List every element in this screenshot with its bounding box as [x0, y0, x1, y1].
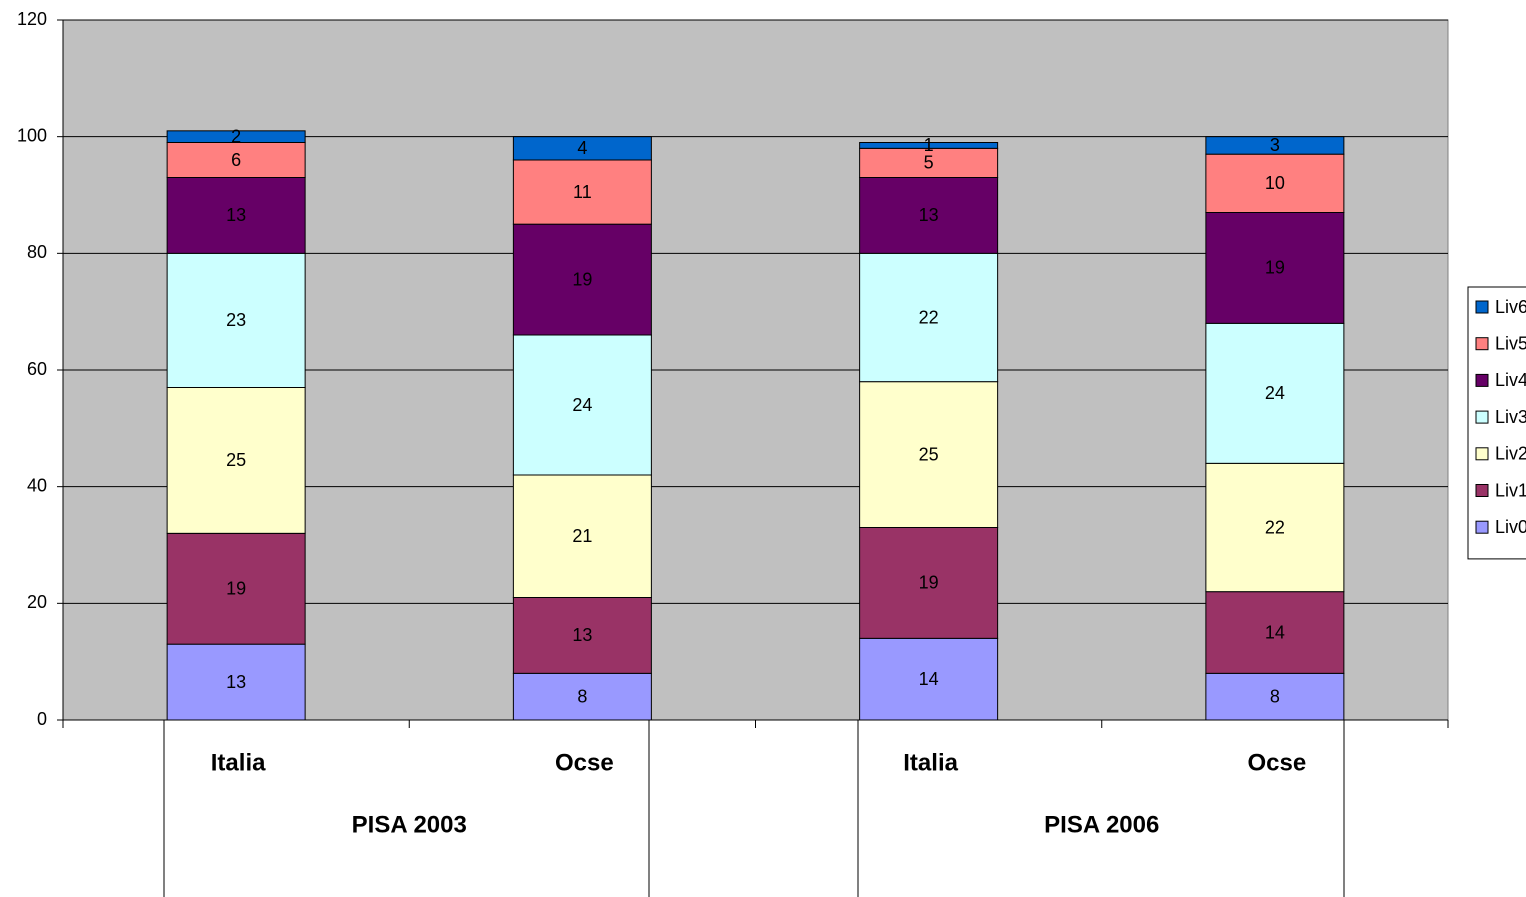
bar-segment [1205, 136, 1345, 155]
group-label: PISA 2006 [1044, 811, 1159, 838]
bar-segment [512, 474, 652, 598]
bar-segment [1205, 322, 1345, 464]
x-tick-label: Italia [211, 749, 266, 776]
x-tick-label: Ocse [555, 749, 614, 776]
bar-segment [1205, 153, 1345, 214]
data-label: 6 [231, 150, 241, 170]
data-label: 22 [1265, 517, 1285, 537]
bar-segment [859, 252, 999, 383]
data-label: 24 [572, 395, 592, 415]
data-label: 19 [226, 579, 246, 599]
bar-segment [512, 223, 652, 336]
y-tick-label: 0 [37, 709, 47, 729]
data-label: 10 [1265, 173, 1285, 193]
bar-segment [859, 527, 999, 639]
y-tick-label: 40 [27, 475, 47, 495]
group-separators [163, 720, 1345, 897]
x-tick-label: Ocse [1248, 749, 1307, 776]
legend-label: Liv4 [1495, 370, 1526, 390]
bar-segment [166, 643, 306, 721]
data-label: 25 [226, 450, 246, 470]
data-label: 8 [1270, 686, 1280, 706]
data-label: 13 [919, 205, 939, 225]
data-label: 1 [924, 135, 934, 155]
y-tick-label: 60 [27, 359, 47, 379]
legend-label: Liv3 [1495, 407, 1526, 427]
bar-segment [166, 252, 306, 388]
bar-segment [512, 136, 652, 161]
legend-label: Liv6 [1495, 297, 1526, 317]
bar-segment [1205, 591, 1345, 674]
data-label: 8 [577, 686, 587, 706]
data-label: 2 [231, 126, 241, 146]
x-tick-label: Italia [903, 749, 958, 776]
data-label: 14 [919, 669, 939, 689]
bar-segment [859, 381, 999, 528]
data-label: 4 [577, 138, 587, 158]
data-label: 21 [572, 526, 592, 546]
data-label: 5 [924, 153, 934, 173]
data-label: 23 [226, 310, 246, 330]
legend-swatch [1475, 484, 1489, 497]
data-label: 13 [226, 672, 246, 692]
bar-segment [1205, 672, 1345, 721]
y-tick-label: 80 [27, 242, 47, 262]
data-label: 13 [572, 625, 592, 645]
data-label: 3 [1270, 135, 1280, 155]
bar-segment [166, 532, 306, 645]
data-label: 19 [572, 269, 592, 289]
bar-segment [1205, 462, 1345, 593]
y-tick-label: 20 [27, 592, 47, 612]
bar-segment [166, 387, 306, 534]
data-label: 25 [919, 444, 939, 464]
legend-swatch [1475, 520, 1489, 534]
bar-segment [512, 597, 652, 674]
legend-label: Liv2 [1495, 444, 1526, 464]
y-tick-label: 100 [17, 125, 47, 145]
data-label: 22 [919, 307, 939, 327]
legend-swatch [1475, 337, 1489, 351]
bar-segment [166, 142, 306, 178]
legend-label: Liv1 [1495, 480, 1526, 500]
data-label: 24 [1265, 383, 1285, 403]
data-label: 19 [919, 573, 939, 593]
y-tick-label: 120 [17, 9, 47, 29]
bar-segment [166, 177, 306, 254]
legend-label: Liv5 [1495, 333, 1526, 353]
legend-swatch [1475, 300, 1489, 314]
data-label: 11 [573, 182, 592, 202]
bar-segment [859, 142, 999, 149]
legend-swatch [1475, 373, 1489, 387]
legend-swatch [1475, 447, 1489, 461]
bar-segment [859, 177, 999, 254]
data-label: 19 [1265, 258, 1285, 278]
bar-segment [512, 334, 652, 476]
legend-swatch [1475, 410, 1489, 424]
data-label: 14 [1265, 622, 1285, 642]
group-label: PISA 2003 [352, 811, 467, 838]
bar-segment [512, 159, 652, 225]
bar-segment [859, 637, 999, 721]
bar-segment [166, 130, 306, 143]
legend-label: Liv0 [1495, 517, 1526, 537]
bar-segment [859, 147, 999, 178]
data-label: 13 [226, 205, 246, 225]
